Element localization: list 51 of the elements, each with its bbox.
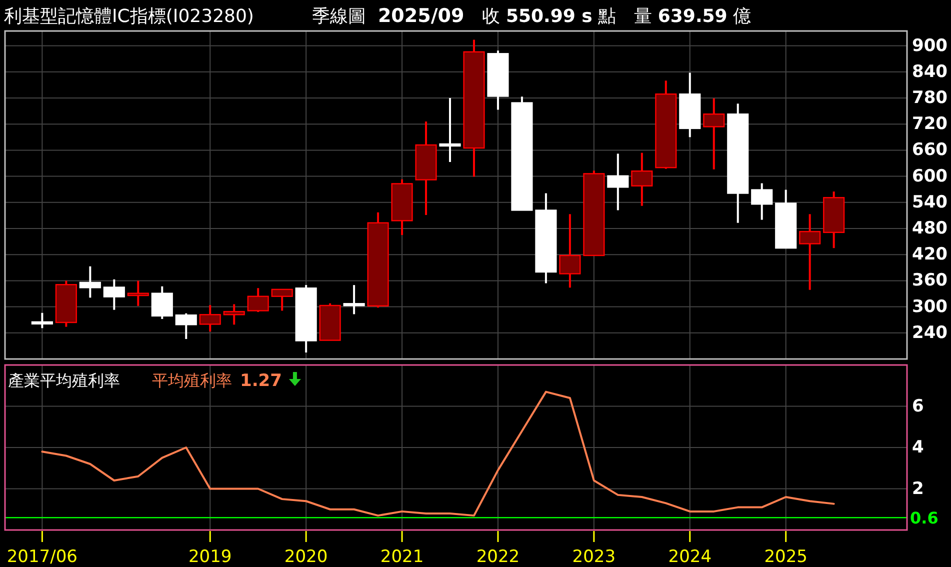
y-tick-label: 780	[912, 88, 948, 108]
y-tick-label: 6	[912, 396, 924, 416]
candlestick	[175, 312, 197, 340]
candlestick	[799, 213, 821, 291]
y-tick-label: 480	[912, 218, 948, 238]
y-tick-label: 660	[912, 140, 948, 160]
x-tick-label: 2023	[572, 547, 616, 567]
annotation: 1.27	[240, 371, 282, 391]
text: 收 550.99 s 點	[482, 6, 616, 27]
candlestick	[199, 304, 221, 333]
candlestick	[103, 278, 125, 311]
x-tick-label: 2024	[668, 547, 712, 567]
candlestick	[271, 288, 293, 312]
candlestick	[247, 287, 269, 314]
y-tick-label: 420	[912, 244, 948, 265]
candlestick	[607, 152, 629, 212]
candlestick	[223, 303, 245, 326]
candlestick	[631, 152, 653, 207]
y-tick-label: 0.6	[910, 508, 938, 528]
y-tick-label: 840	[912, 62, 948, 82]
y-tick-label: 360	[912, 270, 948, 291]
x-tick-label: 2022	[476, 547, 520, 567]
chart-title: 產業平均殖利率	[8, 371, 120, 390]
y-tick-label: 4	[912, 438, 924, 458]
candlestick	[127, 280, 149, 307]
chart-subtitle: 季線圖	[312, 6, 366, 27]
candlestick	[343, 284, 365, 316]
candlestick	[439, 96, 461, 163]
candlestick	[151, 285, 173, 320]
y-tick-label: 300	[912, 296, 948, 317]
y-tick-label: 240	[912, 322, 948, 343]
candlestick	[31, 312, 53, 330]
x-tick-label: 2021	[380, 547, 424, 567]
y-tick-label: 540	[912, 192, 948, 212]
candlestick	[751, 182, 773, 221]
x-tick-label: 2025	[764, 547, 808, 567]
candlestick	[559, 213, 581, 289]
line-series	[41, 390, 835, 517]
y-tick-label: 720	[912, 114, 948, 134]
y-tick-label: 2	[912, 478, 924, 499]
candlestick	[79, 265, 101, 299]
chart-title: 利基型記憶體IC指標(I023280)	[4, 6, 254, 27]
text: 2025/09	[378, 5, 464, 27]
text: 平均殖利率	[152, 371, 232, 390]
y-tick-label: 600	[912, 166, 948, 186]
x-tick-label: 2019	[188, 547, 232, 567]
y-tick-label: 900	[912, 36, 948, 56]
x-tick-label: 2020	[284, 547, 328, 567]
text: 量 639.59 億	[634, 6, 752, 27]
x-tick-label: 2017/06	[6, 547, 78, 567]
candlestick	[703, 97, 725, 170]
